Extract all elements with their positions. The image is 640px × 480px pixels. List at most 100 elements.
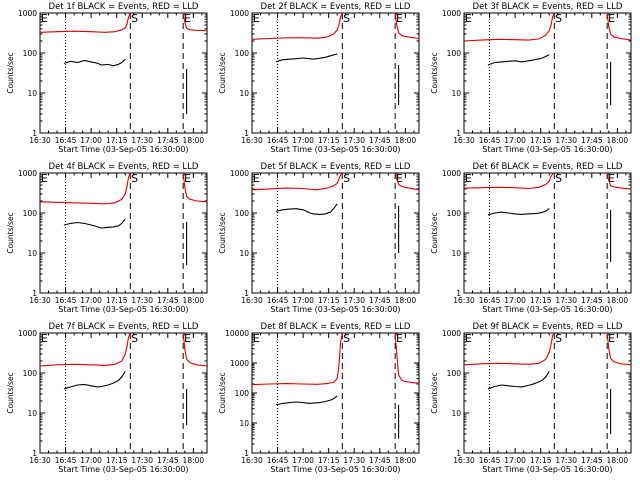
marker-label: E	[184, 332, 191, 345]
marker-label: E	[608, 12, 615, 25]
series-events-line	[63, 218, 126, 229]
x-tick-label: 16:45	[479, 296, 501, 305]
panel-det-9f: Det 9f BLACK = Events, RED = LLD 1 10 100 10…	[430, 322, 632, 474]
series-lld-line	[39, 12, 131, 33]
x-tick-label: 17:00	[80, 136, 102, 145]
panel-title: Det 8f BLACK = Events, RED = LLD	[261, 322, 411, 332]
y-tick-label: 1000	[230, 359, 249, 368]
y-tick-label: 100	[23, 369, 38, 378]
y-tick-label: 1000	[230, 9, 249, 18]
marker-label: E	[396, 12, 403, 25]
x-tick-label: 17:15	[318, 456, 340, 465]
x-tick-label: 17:00	[80, 456, 102, 465]
y-tick-label: 100	[23, 49, 38, 58]
marker-label: S	[343, 12, 350, 25]
x-tick-label: 16:45	[479, 136, 501, 145]
series-lld-line	[182, 172, 208, 203]
series-events-line	[487, 54, 550, 66]
x-tick-label: 17:30	[343, 296, 365, 305]
plot-frame	[251, 332, 420, 454]
x-tick-label: 16:30	[241, 136, 263, 145]
x-tick-label: 17:00	[504, 136, 526, 145]
panel-det-2f: Det 2f BLACK = Events, RED = LLD 1 10 100 10…	[218, 2, 420, 154]
x-tick-label: 16:30	[241, 296, 263, 305]
x-tick-label: 16:45	[55, 296, 77, 305]
x-tick-label: 17:15	[106, 456, 128, 465]
y-axis-label: Counts/sec	[218, 372, 227, 413]
marker-label: S	[343, 172, 350, 185]
x-tick-label: 17:45	[369, 296, 391, 305]
y-axis-label: Counts/sec	[6, 372, 15, 413]
marker-label: S	[131, 12, 138, 25]
series-lld-line	[606, 332, 632, 366]
y-tick-label: 1000	[442, 9, 461, 18]
x-tick-label: 16:30	[241, 456, 263, 465]
x-axis-label: Start Time (03-Sep-05 16:30:00)	[270, 305, 400, 314]
series-lld-line	[182, 12, 208, 32]
panel-title: Det 2f BLACK = Events, RED = LLD	[261, 2, 411, 12]
y-tick-label: 1	[244, 129, 249, 138]
series-events-line	[487, 207, 550, 216]
plot-frame	[463, 332, 632, 454]
series-lld-line	[39, 332, 131, 367]
y-tick-label: 10	[27, 409, 37, 418]
y-tick-label: 100	[235, 209, 250, 218]
y-axis-label: Counts/sec	[6, 212, 15, 253]
x-tick-label: 17:45	[157, 136, 179, 145]
x-axis-label: Start Time (03-Sep-05 16:30:00)	[58, 465, 188, 474]
series-lld-line	[606, 172, 632, 190]
y-axis-label: Counts/sec	[218, 212, 227, 253]
marker-label: E	[396, 172, 403, 185]
x-tick-label: 16:45	[55, 456, 77, 465]
x-tick-label: 17:15	[530, 456, 552, 465]
marker-label: E	[608, 172, 615, 185]
series-lld-line	[394, 12, 420, 40]
y-tick-label: 1	[456, 129, 461, 138]
marker-label: S	[555, 332, 562, 345]
panel-title: Det 4f BLACK = Events, RED = LLD	[49, 162, 199, 172]
y-tick-label: 1000	[18, 9, 37, 18]
x-tick-label: 18:00	[183, 136, 205, 145]
panel-title: Det 7f BLACK = Events, RED = LLD	[49, 322, 199, 332]
x-tick-label: 17:45	[581, 296, 603, 305]
series-lld-line	[394, 332, 420, 384]
y-tick-label: 10	[451, 89, 461, 98]
marker-label: E	[253, 12, 260, 25]
x-tick-label: 18:00	[607, 136, 629, 145]
plot-frame	[251, 12, 420, 134]
y-tick-label: 10	[451, 249, 461, 258]
x-tick-label: 17:00	[292, 136, 314, 145]
y-axis-label: Counts/sec	[218, 52, 227, 93]
x-axis-label: Start Time (03-Sep-05 16:30:00)	[482, 465, 612, 474]
x-tick-label: 16:45	[267, 296, 289, 305]
marker-label: E	[184, 12, 191, 25]
x-tick-label: 17:00	[504, 456, 526, 465]
marker-label: E	[41, 12, 48, 25]
marker-label: S	[131, 172, 138, 185]
x-tick-label: 17:00	[504, 296, 526, 305]
x-tick-label: 17:00	[80, 296, 102, 305]
y-axis-label: Counts/sec	[430, 212, 439, 253]
series-events-line	[275, 203, 338, 215]
marker-label: E	[465, 332, 472, 345]
series-events-line	[63, 371, 126, 390]
y-tick-label: 1	[456, 449, 461, 458]
x-tick-label: 16:45	[267, 456, 289, 465]
x-axis-label: Start Time (03-Sep-05 16:30:00)	[270, 465, 400, 474]
x-tick-label: 17:15	[106, 296, 128, 305]
series-lld-line	[182, 332, 208, 367]
marker-label: E	[396, 332, 403, 345]
x-tick-label: 18:00	[607, 296, 629, 305]
y-tick-label: 1	[32, 129, 37, 138]
y-tick-label: 1	[32, 289, 37, 298]
plot-frame	[251, 172, 420, 294]
series-events-line	[63, 58, 126, 67]
marker-label: E	[465, 172, 472, 185]
series-lld-line	[463, 332, 555, 366]
x-axis-label: Start Time (03-Sep-05 16:30:00)	[270, 145, 400, 154]
y-tick-label: 100	[23, 209, 38, 218]
y-tick-label: 10	[239, 419, 249, 428]
x-tick-label: 17:30	[555, 296, 577, 305]
panel-title: Det 5f BLACK = Events, RED = LLD	[261, 162, 411, 172]
